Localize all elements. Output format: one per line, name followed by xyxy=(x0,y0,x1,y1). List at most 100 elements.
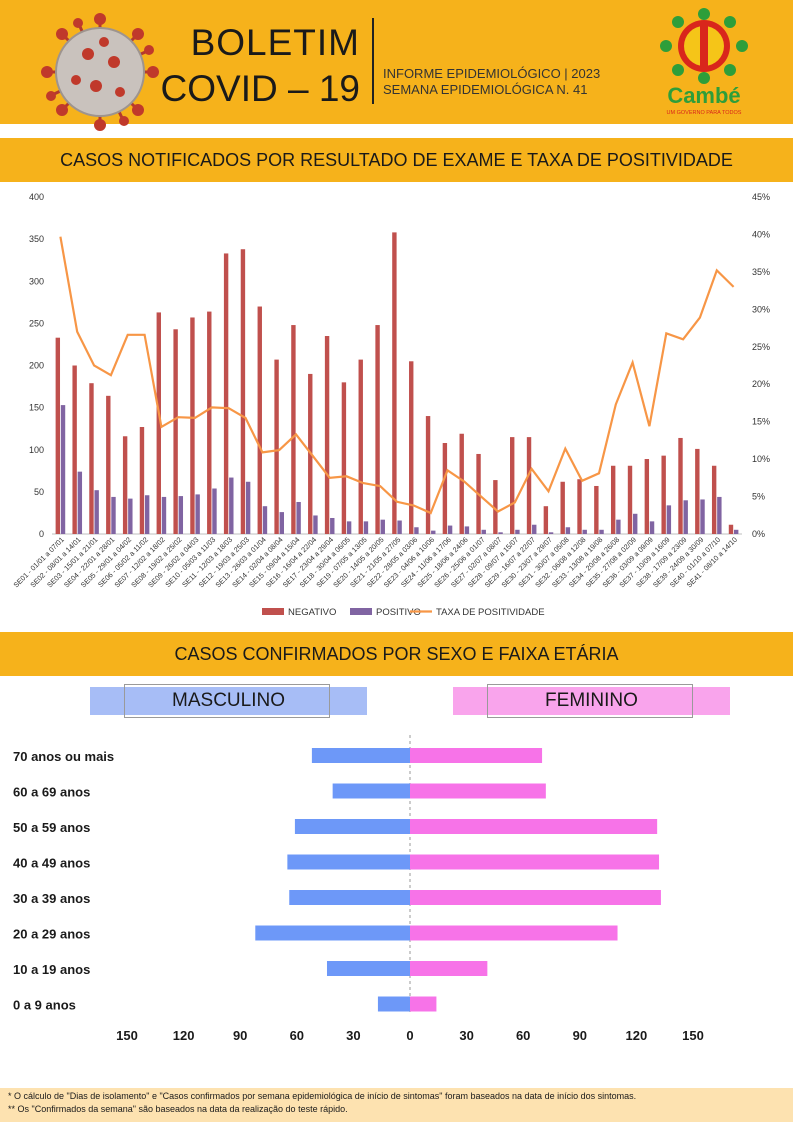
bar-positivo xyxy=(717,496,722,534)
age-group-label: 10 a 19 anos xyxy=(13,962,90,977)
bar-negativo xyxy=(627,465,633,534)
y2-tick-label: 35% xyxy=(752,267,770,277)
female-header-box xyxy=(453,687,730,715)
y-tick-label: 250 xyxy=(29,318,44,328)
y2-tick-label: 5% xyxy=(752,492,765,502)
bar-positivo xyxy=(666,505,672,534)
bar-negativo xyxy=(139,427,145,534)
y-tick-label: 0 xyxy=(39,529,44,539)
bar-feminino xyxy=(410,961,488,976)
line-taxa-positividade xyxy=(59,236,735,515)
x-tick-label: 30 xyxy=(346,1028,360,1043)
bar-masculino xyxy=(289,890,410,905)
bar-negativo xyxy=(207,311,212,534)
sex-age-chart: 70 anos ou mais 60 a 69 anos 50 a 59 anos 4… xyxy=(13,735,704,1043)
bar-negativo xyxy=(274,359,279,534)
bar-negativo xyxy=(493,480,498,534)
bar-negativo xyxy=(644,459,650,534)
bar-negativo xyxy=(55,337,61,534)
report-subtitle: INFORME EPIDEMIOLÓGICO | 2023 xyxy=(383,66,601,81)
section-title-confirmed-cases: CASOS CONFIRMADOS POR SEXO E FAIXA ETÁRI… xyxy=(0,632,793,676)
age-group-label: 0 a 9 anos xyxy=(13,998,76,1013)
bulletin-title-line2: COVID – 19 xyxy=(160,68,360,109)
legend-label: TAXA DE POSITIVIDADE xyxy=(436,607,545,618)
y-tick-label: 50 xyxy=(34,487,44,497)
bar-positivo xyxy=(178,496,184,534)
bar-positivo xyxy=(599,529,604,534)
bar-negativo xyxy=(392,232,397,534)
bar-feminino xyxy=(410,748,543,763)
bar-positivo xyxy=(229,477,234,534)
cambe-logo: Cambé UM GOVERNO PARA TODOS xyxy=(660,8,748,116)
x-tick-label: 90 xyxy=(233,1028,247,1043)
bar-masculino xyxy=(332,783,410,799)
x-tick-label: 60 xyxy=(516,1028,530,1043)
bar-positivo xyxy=(532,524,537,534)
coronavirus-icon xyxy=(41,13,159,131)
bar-positivo xyxy=(397,520,402,534)
bar-negativo xyxy=(728,524,734,534)
bar-positivo xyxy=(296,501,301,534)
bar-negativo xyxy=(510,437,515,534)
bar-positivo xyxy=(161,496,167,534)
y2-tick-label: 15% xyxy=(752,417,770,427)
bar-negativo xyxy=(341,382,347,534)
bar-masculino xyxy=(294,819,410,834)
bar-negativo xyxy=(711,465,717,534)
bar-positivo xyxy=(633,513,638,534)
female-header-frame xyxy=(487,684,693,718)
footer-band xyxy=(0,1088,793,1122)
bar-negativo xyxy=(291,325,296,534)
bar-negativo xyxy=(560,481,565,534)
bar-negativo xyxy=(240,249,246,535)
bar-negativo xyxy=(425,416,431,534)
bar-feminino xyxy=(410,996,437,1012)
bar-negativo xyxy=(358,359,363,534)
bar-feminino xyxy=(410,819,658,834)
age-group-label: 70 anos ou mais xyxy=(13,749,114,764)
epidemiological-week: SEMANA EPIDEMIOLÓGICA N. 41 xyxy=(383,82,588,97)
age-group-label: 50 a 59 anos xyxy=(13,820,90,835)
bar-masculino xyxy=(377,996,410,1012)
bar-negativo xyxy=(409,361,414,534)
age-group-label: 30 a 39 anos xyxy=(13,891,90,906)
y-tick-label: 300 xyxy=(29,276,44,286)
bar-negativo xyxy=(594,485,599,534)
logo-text: Cambé xyxy=(667,83,740,108)
bar-positivo xyxy=(464,526,470,534)
bar-negativo xyxy=(661,455,666,534)
bar-positivo xyxy=(616,519,621,534)
y-tick-label: 350 xyxy=(29,234,44,244)
bar-positivo xyxy=(313,515,318,534)
y-tick-label: 400 xyxy=(29,192,44,202)
bar-positivo xyxy=(60,405,66,534)
y2-tick-label: 0% xyxy=(752,529,765,539)
bar-feminino xyxy=(410,925,618,941)
bar-positivo xyxy=(279,512,284,534)
bar-positivo xyxy=(700,499,705,534)
bar-positivo xyxy=(245,481,251,534)
bar-positivo xyxy=(195,494,200,534)
x-tick-label: 0 xyxy=(406,1028,413,1043)
legend-swatch xyxy=(350,608,372,615)
notified-cases-chart: 0 50 100 150 200 250 300 350 400 0% 5% 10% 15% 20% 25%… xyxy=(11,192,770,618)
age-group-label: 60 a 69 anos xyxy=(13,785,90,800)
bar-negativo xyxy=(526,437,532,534)
bar-positivo xyxy=(548,532,554,534)
bar-negativo xyxy=(577,479,582,534)
bar-negativo xyxy=(72,365,77,534)
bar-masculino xyxy=(311,748,410,763)
legend-swatch xyxy=(262,608,284,615)
x-tick-label: 120 xyxy=(626,1028,648,1043)
section-title-notified-cases: CASOS NOTIFICADOS POR RESULTADO DE EXAME… xyxy=(0,138,793,182)
y-tick-label: 100 xyxy=(29,445,44,455)
bar-negativo xyxy=(156,312,161,534)
bar-positivo xyxy=(447,525,453,534)
x-tick-label: 90 xyxy=(573,1028,587,1043)
bar-masculino xyxy=(287,854,410,870)
bar-positivo xyxy=(380,519,385,534)
male-header-box xyxy=(90,687,367,715)
y2-tick-label: 40% xyxy=(752,229,770,239)
legend-label: POSITIVO xyxy=(376,607,421,618)
title-divider xyxy=(372,18,374,104)
